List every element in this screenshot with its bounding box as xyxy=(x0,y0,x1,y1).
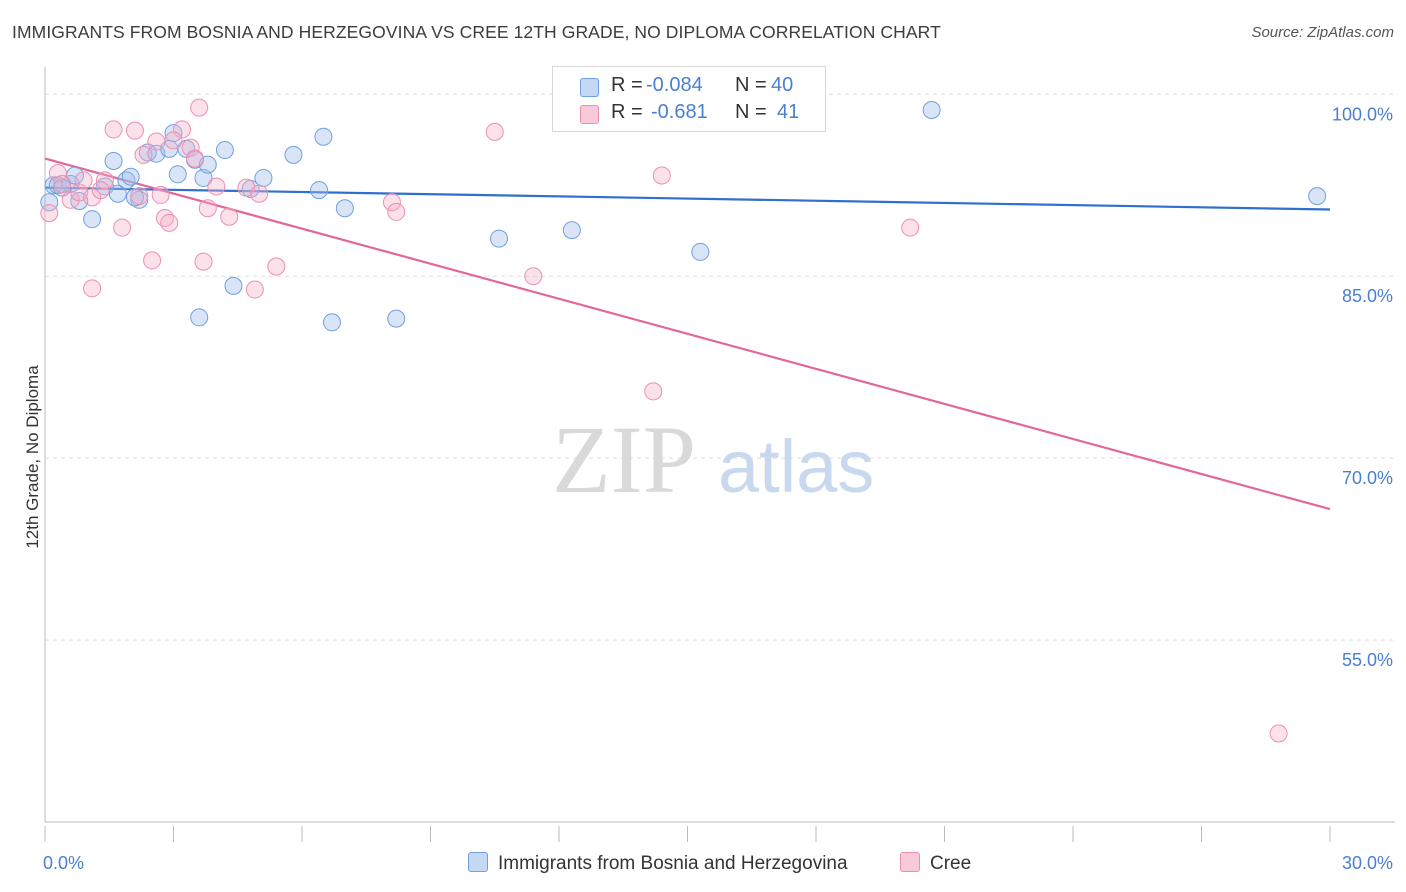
legend-r-label: R = xyxy=(611,74,643,96)
y-axis-label: 12th Grade, No Diploma xyxy=(23,365,42,549)
data-point-bosnia xyxy=(194,168,213,187)
data-point-bosnia xyxy=(108,184,127,203)
data-point-cree xyxy=(220,207,239,226)
data-point-bosnia xyxy=(224,276,243,295)
data-point-bosnia xyxy=(1308,187,1327,206)
data-point-cree xyxy=(190,98,209,117)
y-tick-label: 100.0% xyxy=(1332,104,1393,124)
bottom-legend-label-bosnia: Immigrants from Bosnia and Herzegovina xyxy=(498,853,848,874)
data-point-cree xyxy=(387,202,406,221)
data-point-cree xyxy=(644,382,663,401)
data-point-cree xyxy=(134,145,153,164)
legend-n-label: N = xyxy=(735,101,767,123)
data-point-bosnia xyxy=(215,141,234,160)
data-point-cree xyxy=(194,252,213,271)
data-point-bosnia xyxy=(254,168,273,187)
legend-r-label: R = xyxy=(611,101,643,123)
data-point-bosnia xyxy=(387,309,406,328)
legend: R = -0.084 N = 40 R = -0.681 N = 41 xyxy=(552,66,826,132)
data-point-cree xyxy=(164,131,183,150)
bottom-legend-swatch-bosnia xyxy=(468,852,488,872)
data-point-cree xyxy=(901,218,920,237)
data-point-cree xyxy=(48,164,67,183)
data-point-cree xyxy=(181,138,200,157)
data-point-cree xyxy=(485,122,504,141)
data-point-cree xyxy=(74,171,93,190)
data-point-cree xyxy=(198,199,217,218)
data-point-bosnia xyxy=(310,181,329,200)
legend-row-bosnia: R = -0.084 N = 40 xyxy=(553,73,825,101)
x-tick-label: 0.0% xyxy=(43,853,84,873)
data-point-cree xyxy=(130,187,149,206)
data-point-bosnia xyxy=(314,127,333,146)
data-point-cree xyxy=(147,132,166,151)
legend-r-value: -0.084 xyxy=(646,74,703,96)
data-point-cree xyxy=(40,204,59,223)
x-tick-label: 30.0% xyxy=(1342,853,1393,873)
watermark-zip: ZIP xyxy=(552,406,696,513)
data-point-cree xyxy=(185,149,204,168)
data-point-bosnia xyxy=(121,167,140,186)
data-point-bosnia xyxy=(284,145,303,164)
data-point-bosnia xyxy=(83,210,102,229)
data-point-cree xyxy=(83,279,102,298)
y-tick-label: 55.0% xyxy=(1342,650,1393,670)
data-point-cree xyxy=(160,213,179,232)
data-point-bosnia xyxy=(322,313,341,332)
data-point-cree xyxy=(524,267,543,286)
data-point-cree xyxy=(245,280,264,299)
watermark: ZIP atlas xyxy=(552,406,874,513)
data-point-cree xyxy=(250,184,269,203)
data-point-cree xyxy=(91,181,110,200)
data-point-bosnia xyxy=(335,199,354,218)
chart-title: IMMIGRANTS FROM BOSNIA AND HERZEGOVINA V… xyxy=(12,22,941,42)
y-tick-label: 85.0% xyxy=(1342,286,1393,306)
data-point-cree xyxy=(207,177,226,196)
data-point-cree xyxy=(151,185,170,204)
trend-line-bosnia xyxy=(44,186,1331,211)
bottom-legend-cree: Cree xyxy=(900,852,971,875)
data-point-cree xyxy=(382,193,401,212)
legend-n-value: 41 xyxy=(777,101,800,123)
data-point-cree xyxy=(652,166,671,185)
data-point-cree xyxy=(267,257,286,276)
data-point-bosnia xyxy=(40,193,59,212)
data-point-cree xyxy=(104,120,123,139)
legend-row-cree: R = -0.681 N = 41 xyxy=(553,100,825,128)
legend-swatch-bosnia xyxy=(580,78,599,97)
data-point-cree xyxy=(143,251,162,270)
data-point-bosnia xyxy=(562,221,581,240)
data-point-bosnia xyxy=(691,242,710,261)
bottom-legend-swatch-cree xyxy=(900,852,920,872)
trend-line-cree xyxy=(44,157,1331,511)
legend-swatch-cree xyxy=(580,105,599,124)
data-point-bosnia xyxy=(190,308,209,327)
data-point-bosnia xyxy=(490,229,509,248)
data-point-bosnia xyxy=(104,151,123,170)
data-point-cree xyxy=(125,121,144,140)
data-point-cree xyxy=(53,175,72,194)
legend-n-value: 40 xyxy=(771,74,794,96)
y-tick-label: 70.0% xyxy=(1342,468,1393,488)
data-point-bosnia xyxy=(922,101,941,120)
bottom-legend-bosnia: Immigrants from Bosnia and Herzegovina xyxy=(468,852,848,875)
data-point-cree xyxy=(113,218,132,237)
data-point-cree xyxy=(1269,724,1288,743)
legend-r-value: -0.681 xyxy=(651,101,708,123)
data-point-bosnia xyxy=(168,165,187,184)
source-label: Source: ZipAtlas.com xyxy=(1251,24,1394,41)
bottom-legend-label-cree: Cree xyxy=(930,853,972,874)
data-point-cree xyxy=(95,171,114,190)
watermark-atlas: atlas xyxy=(718,425,874,508)
legend-n-label: N = xyxy=(735,74,767,96)
